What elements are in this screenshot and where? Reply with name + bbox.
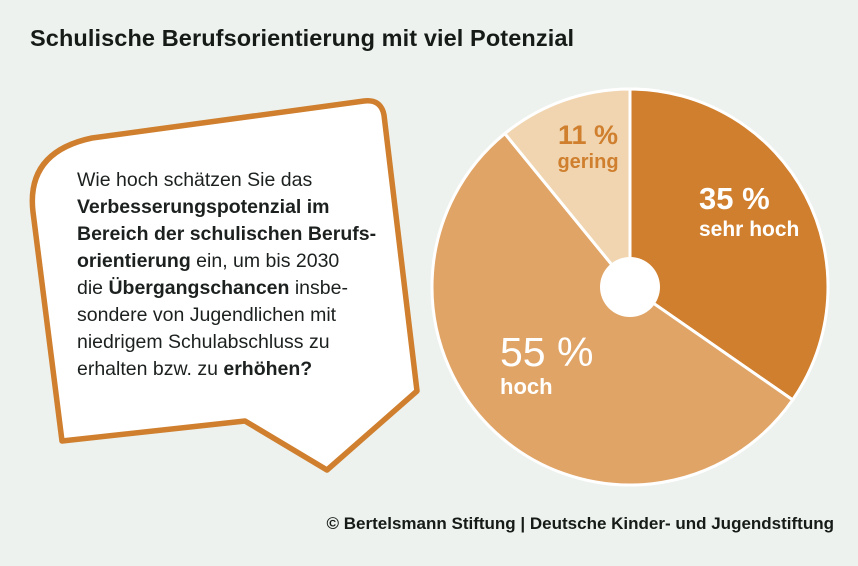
question-line: sondere von Jugendlichen mit	[77, 304, 337, 326]
speech-bubble-outline	[29, 98, 420, 473]
question-text: Wie hoch schätzen Sie das Verbesserungspo…	[77, 167, 397, 383]
pie-chart	[430, 87, 830, 487]
question-line: die Übergangschancen insbe-	[77, 277, 348, 299]
page-title: Schulische Berufsorientierung mit viel P…	[30, 25, 575, 51]
question-line: Bereich der schulischen Berufs-	[77, 223, 377, 245]
donut-hole	[600, 257, 660, 317]
question-line: orientierung ein, um bis 2030	[77, 250, 340, 272]
copyright-credit: © Bertelsmann Stiftung | Deutsche Kinder…	[326, 514, 834, 533]
question-line: erhalten bzw. zu erhöhen?	[77, 358, 313, 380]
pie-slice-gering	[503, 87, 632, 289]
pie-slice-sehr-hoch	[628, 87, 830, 402]
question-line: Verbesserungspotenzial im	[77, 196, 330, 218]
speech-bubble	[29, 98, 420, 473]
question-line: niedrigem Schulabschluss zu	[77, 331, 330, 353]
question-line: Wie hoch schätzen Sie das	[77, 169, 313, 191]
